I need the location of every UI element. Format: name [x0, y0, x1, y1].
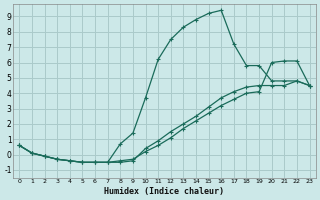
X-axis label: Humidex (Indice chaleur): Humidex (Indice chaleur)	[104, 187, 224, 196]
